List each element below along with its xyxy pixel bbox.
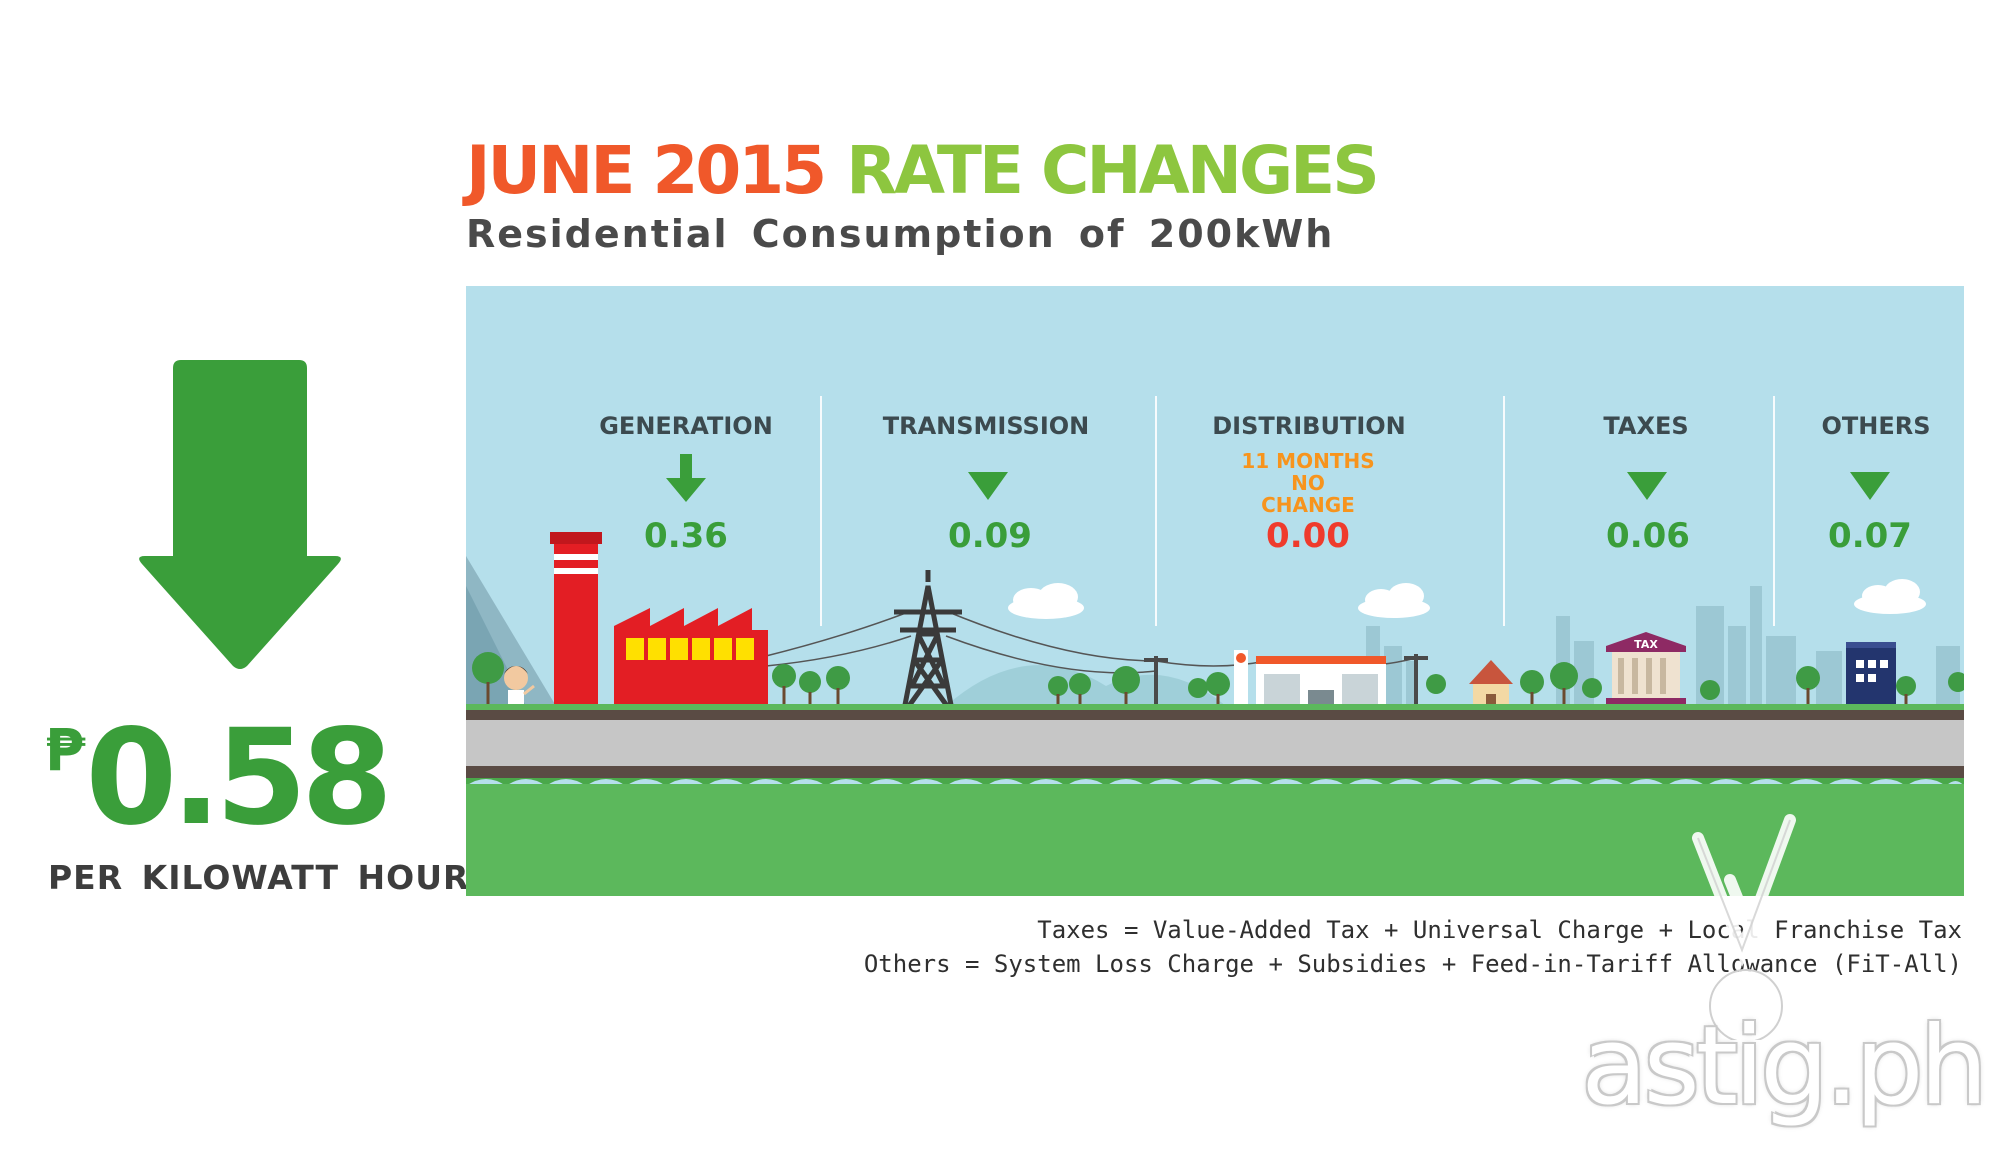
note-line: NO	[1291, 471, 1325, 495]
note-line: 11 MONTHS	[1241, 449, 1375, 473]
total-change-value: 0.58	[85, 701, 393, 855]
page-title: JUNE 2015 RATE CHANGES	[466, 132, 1380, 212]
category-label-transmission: TRANSMISSION	[882, 412, 1090, 440]
tax-sign: TAX	[1634, 638, 1658, 651]
road-edge-top	[466, 710, 1964, 720]
total-change: ₱0.58	[45, 712, 393, 844]
peso-sign: ₱	[45, 716, 86, 784]
utility-poles	[1144, 654, 1428, 710]
road-edge-bottom	[466, 766, 1964, 778]
category-label-others: OTHERS	[1821, 412, 1931, 440]
rate-scene: TAX	[466, 286, 1964, 896]
unit-label: PER KILOWATT HOUR	[48, 858, 470, 897]
page-subtitle: Residential Consumption of 200kWh	[466, 212, 1335, 256]
house	[1469, 660, 1513, 710]
distribution-building	[1234, 650, 1386, 710]
category-value-others: 0.07	[1828, 516, 1912, 556]
tax-building: TAX	[1606, 632, 1686, 710]
category-value-distribution: 0.00	[1266, 516, 1350, 556]
title-rate-changes: RATE CHANGES	[846, 132, 1380, 209]
down-arrow-icon	[1850, 472, 1890, 500]
distribution-note: 11 MONTHS NO CHANGE	[1241, 450, 1374, 516]
category-value-transmission: 0.09	[948, 516, 1032, 556]
footnote-others: Others = System Loss Charge + Subsidies …	[863, 950, 1962, 978]
title-month-year: JUNE 2015	[466, 132, 827, 209]
down-arrow-icon	[968, 472, 1008, 500]
watermark-text: astig.ph	[1581, 1004, 1988, 1129]
down-arrow-icon	[666, 454, 706, 502]
others-building	[1846, 642, 1896, 710]
scene-illustration: TAX	[466, 396, 1964, 896]
factory-building	[614, 608, 768, 710]
column-dividers	[820, 396, 1775, 626]
category-label-taxes: TAXES	[1603, 412, 1689, 440]
category-label-generation: GENERATION	[599, 412, 773, 440]
watermark-logo	[1692, 814, 1796, 1040]
trees	[472, 652, 1964, 710]
road	[466, 720, 1964, 766]
factory-chimney	[550, 532, 602, 710]
category-value-taxes: 0.06	[1606, 516, 1690, 556]
note-line: CHANGE	[1261, 493, 1355, 517]
footnote-taxes: Taxes = Value-Added Tax + Universal Char…	[1037, 916, 1962, 944]
down-arrow-icon	[1627, 472, 1667, 500]
category-label-distribution: DISTRIBUTION	[1212, 412, 1406, 440]
category-value-generation: 0.36	[644, 516, 728, 556]
clouds	[1008, 579, 1926, 619]
down-arrow-icon	[139, 360, 341, 669]
transmission-tower	[894, 570, 962, 712]
